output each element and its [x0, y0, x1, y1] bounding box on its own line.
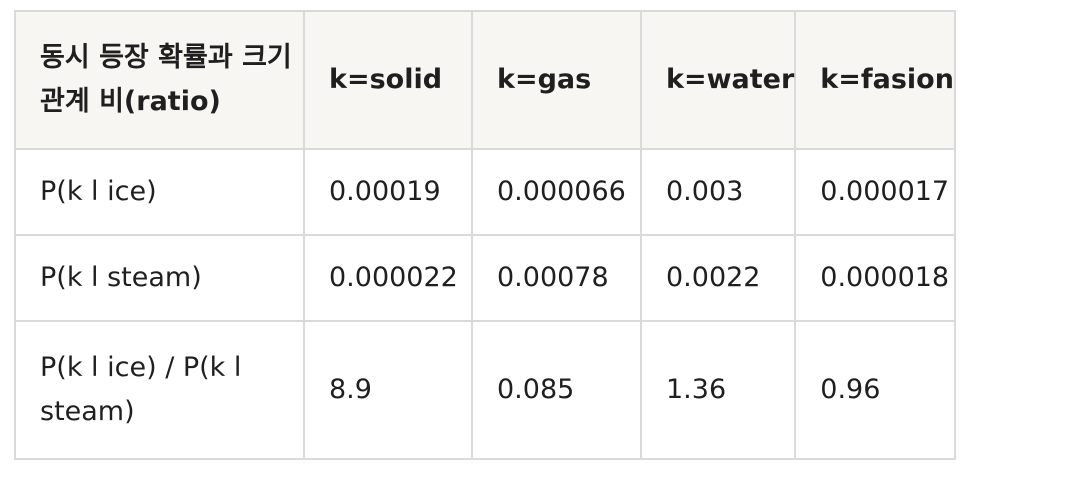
header-cell-gas: k=gas: [471, 10, 642, 150]
table-cell: 1.36: [639, 320, 797, 460]
table-container: 동시 등장 확률과 크기 관계 비(ratio) k=solid k=gas k…: [14, 10, 956, 460]
probability-ratio-table: 동시 등장 확률과 크기 관계 비(ratio) k=solid k=gas k…: [14, 10, 956, 460]
header-cell-water: k=water: [639, 10, 797, 150]
table-row: P(k l ice) 0.00019 0.000066 0.003 0.0000…: [14, 148, 956, 236]
table-cell: 0.96: [794, 320, 956, 460]
row-label: P(k l steam): [14, 234, 305, 322]
header-cell-solid: k=solid: [303, 10, 473, 150]
row-label: P(k l ice) / P(k l steam): [14, 320, 305, 460]
table-cell: 0.000066: [471, 148, 642, 236]
table-cell: 0.003: [639, 148, 797, 236]
header-cell-ratio: 동시 등장 확률과 크기 관계 비(ratio): [14, 10, 305, 150]
table-cell: 0.000022: [303, 234, 473, 322]
table-cell: 8.9: [303, 320, 473, 460]
header-cell-fasion: k=fasion: [794, 10, 956, 150]
table-cell: 0.00078: [471, 234, 642, 322]
table-cell: 0.0022: [639, 234, 797, 322]
table-cell: 0.000018: [794, 234, 956, 322]
table-cell: 0.000017: [794, 148, 956, 236]
table-row: P(k l ice) / P(k l steam) 8.9 0.085 1.36…: [14, 320, 956, 460]
table-row: P(k l steam) 0.000022 0.00078 0.0022 0.0…: [14, 234, 956, 322]
row-label: P(k l ice): [14, 148, 305, 236]
header-row: 동시 등장 확률과 크기 관계 비(ratio) k=solid k=gas k…: [14, 10, 956, 150]
table-cell: 0.00019: [303, 148, 473, 236]
table-cell: 0.085: [471, 320, 642, 460]
